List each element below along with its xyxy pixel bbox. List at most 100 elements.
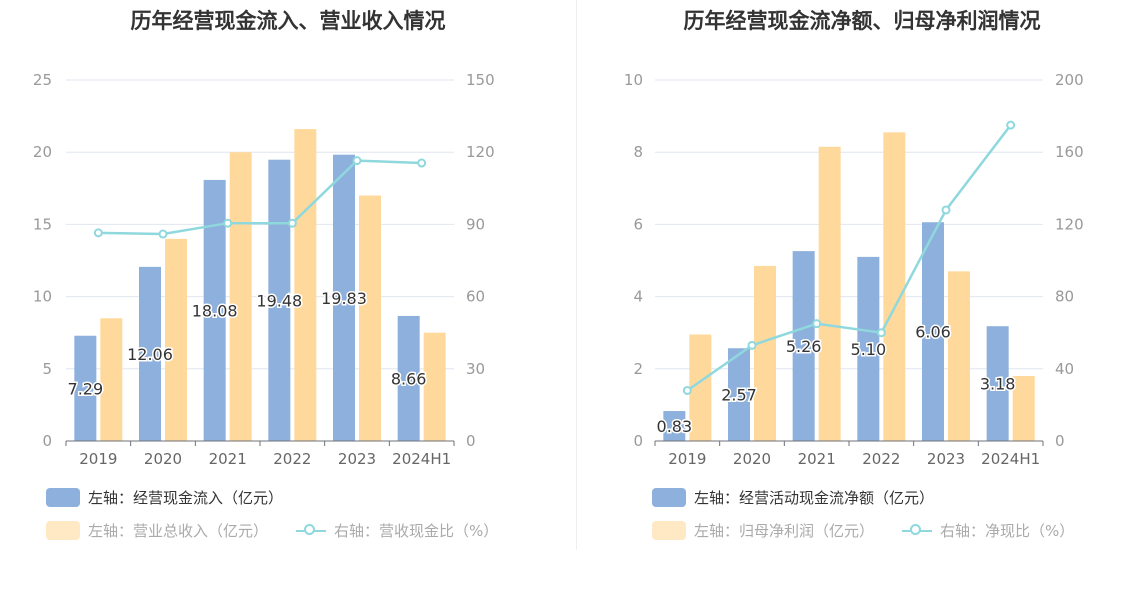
y-right-tick-label: 80 — [1055, 288, 1074, 306]
x-tick-label: 2021 — [209, 450, 247, 468]
bar-2020-series-0 — [728, 348, 750, 441]
y-right-tick-label: 60 — [466, 288, 485, 306]
data-label: 12.06 — [127, 345, 173, 364]
y-right-tick-label: 150 — [466, 71, 495, 89]
bar-2019-series-1 — [689, 334, 712, 441]
y-left-tick-label: 2 — [633, 360, 643, 378]
x-tick-label: 2020 — [733, 450, 771, 468]
legend-swatch-line-icon — [902, 521, 932, 540]
legend-swatch-bar-yellow — [46, 521, 80, 540]
data-label: 18.08 — [192, 301, 238, 320]
bar-2023-series-1 — [359, 195, 381, 441]
legend-label: 右轴：净现比（%） — [940, 522, 1075, 540]
y-left-tick-label: 20 — [33, 143, 52, 161]
data-label: 19.48 — [256, 291, 302, 310]
y-left-tick-label: 0 — [42, 432, 52, 450]
bar-2019-series-0 — [74, 335, 97, 441]
y-right-tick-label: 0 — [1055, 432, 1065, 450]
legend-label: 右轴：营收现金比（%） — [334, 522, 499, 540]
y-left-tick-label: 10 — [33, 288, 52, 306]
line-point-2023 — [941, 205, 951, 215]
y-left-tick-label: 0 — [633, 432, 643, 450]
line-point-2020 — [747, 340, 757, 350]
y-left-tick-label: 25 — [33, 71, 52, 89]
legend-label: 左轴：经营现金流入（亿元） — [88, 489, 284, 507]
line-point-2022 — [876, 328, 886, 338]
bar-2020-series-1 — [165, 238, 187, 441]
line-point-2021 — [812, 319, 822, 329]
bar-2022-series-0 — [857, 256, 880, 441]
data-label: 8.66 — [391, 369, 427, 388]
x-tick-label: 2023 — [927, 450, 965, 468]
bar-2022-series-1 — [883, 132, 906, 441]
chart-panel-right: 历年经营现金流净额、归母净利润情况 0 0 2 40 4 80 6 120 8 160 10 200 2… — [577, 0, 1147, 589]
legend-item-right-0[interactable]: 左轴：经营活动现金流净额（亿元） — [652, 487, 934, 508]
x-tick-label: 2024H1 — [981, 450, 1040, 468]
bar-2024H1-series-0 — [397, 315, 420, 441]
legend-label: 左轴：经营活动现金流净额（亿元） — [694, 489, 935, 507]
data-label: 5.10 — [851, 340, 887, 359]
legend-item-left-1[interactable]: 左轴：营业总收入（亿元） — [46, 520, 268, 541]
data-label: 6.06 — [915, 323, 951, 342]
legend-label: 左轴：营业总收入（亿元） — [88, 522, 269, 540]
data-label: 3.18 — [980, 375, 1016, 394]
y-left-tick-label: 10 — [624, 71, 643, 89]
y-right-tick-label: 30 — [466, 360, 485, 378]
legend-swatch-line-icon — [296, 521, 326, 540]
legend-item-left-0[interactable]: 左轴：经营现金流入（亿元） — [46, 487, 283, 508]
data-label: 2.57 — [721, 386, 757, 405]
bar-2021-series-0 — [203, 179, 226, 441]
data-label: 7.29 — [68, 379, 104, 398]
data-label: 5.26 — [786, 337, 822, 356]
data-label: 19.83 — [321, 289, 367, 308]
y-right-tick-label: 120 — [1055, 215, 1084, 233]
x-tick-label: 2022 — [862, 450, 900, 468]
y-left-tick-label: 6 — [633, 215, 643, 233]
x-tick-label: 2021 — [798, 450, 836, 468]
chart-right-svg: 0 0 2 40 4 80 6 120 8 160 10 200 2019 2020 2021 2022 202… — [624, 71, 1084, 468]
legend-item-right-2[interactable]: 右轴：净现比（%） — [902, 520, 1074, 541]
bar-2024H1-series-1 — [1012, 376, 1035, 441]
chart-title-left: 历年经营现金流入、营业收入情况 — [130, 9, 446, 33]
panel-divider — [576, 0, 577, 550]
x-tick-label: 2019 — [79, 450, 117, 468]
line-point-2023 — [352, 156, 362, 166]
x-tick-label: 2024H1 — [392, 450, 451, 468]
bar-2021-series-1 — [229, 152, 252, 441]
y-left-tick-label: 4 — [633, 288, 643, 306]
legend-swatch-bar-blue — [652, 488, 686, 507]
y-right-tick-label: 200 — [1055, 71, 1084, 89]
y-right-tick-label: 90 — [466, 215, 485, 233]
y-left-tick-label: 15 — [33, 215, 52, 233]
bar-2024H1-series-0 — [986, 326, 1009, 441]
y-left-tick-label: 8 — [633, 143, 643, 161]
y-right-tick-label: 0 — [466, 432, 476, 450]
line-point-2019 — [682, 385, 692, 395]
bar-2019-series-0 — [663, 411, 686, 441]
chart-title-right: 历年经营现金流净额、归母净利润情况 — [683, 9, 1041, 33]
bar-2022-series-1 — [294, 129, 317, 441]
y-right-tick-label: 40 — [1055, 360, 1074, 378]
line-point-2021 — [223, 218, 233, 228]
bar-2019-series-1 — [100, 318, 123, 441]
bar-2021-series-0 — [792, 251, 815, 441]
chart-left-svg: 0 0 5 30 10 60 15 90 20 120 25 150 2019 2020 2021 2022 2… — [33, 71, 495, 468]
line-point-2024H1 — [417, 158, 427, 168]
line-point-2022 — [287, 218, 297, 228]
bar-2021-series-1 — [818, 146, 841, 441]
line-point-2020 — [158, 229, 168, 239]
y-right-tick-label: 120 — [466, 143, 495, 161]
legend-item-right-1[interactable]: 左轴：归母净利润（亿元） — [652, 520, 874, 541]
legend-label: 左轴：归母净利润（亿元） — [694, 522, 875, 540]
legend-item-left-2[interactable]: 右轴：营收现金比（%） — [296, 520, 498, 541]
x-tick-label: 2022 — [273, 450, 311, 468]
y-left-tick-label: 5 — [42, 360, 52, 378]
x-tick-label: 2020 — [144, 450, 182, 468]
series-line — [98, 159, 422, 236]
bar-2020-series-1 — [754, 265, 776, 441]
y-right-tick-label: 160 — [1055, 143, 1084, 161]
legend-swatch-bar-yellow — [652, 521, 686, 540]
series-line — [686, 124, 1012, 392]
bar-2024H1-series-1 — [423, 332, 446, 441]
bar-2023-series-0 — [922, 222, 944, 441]
